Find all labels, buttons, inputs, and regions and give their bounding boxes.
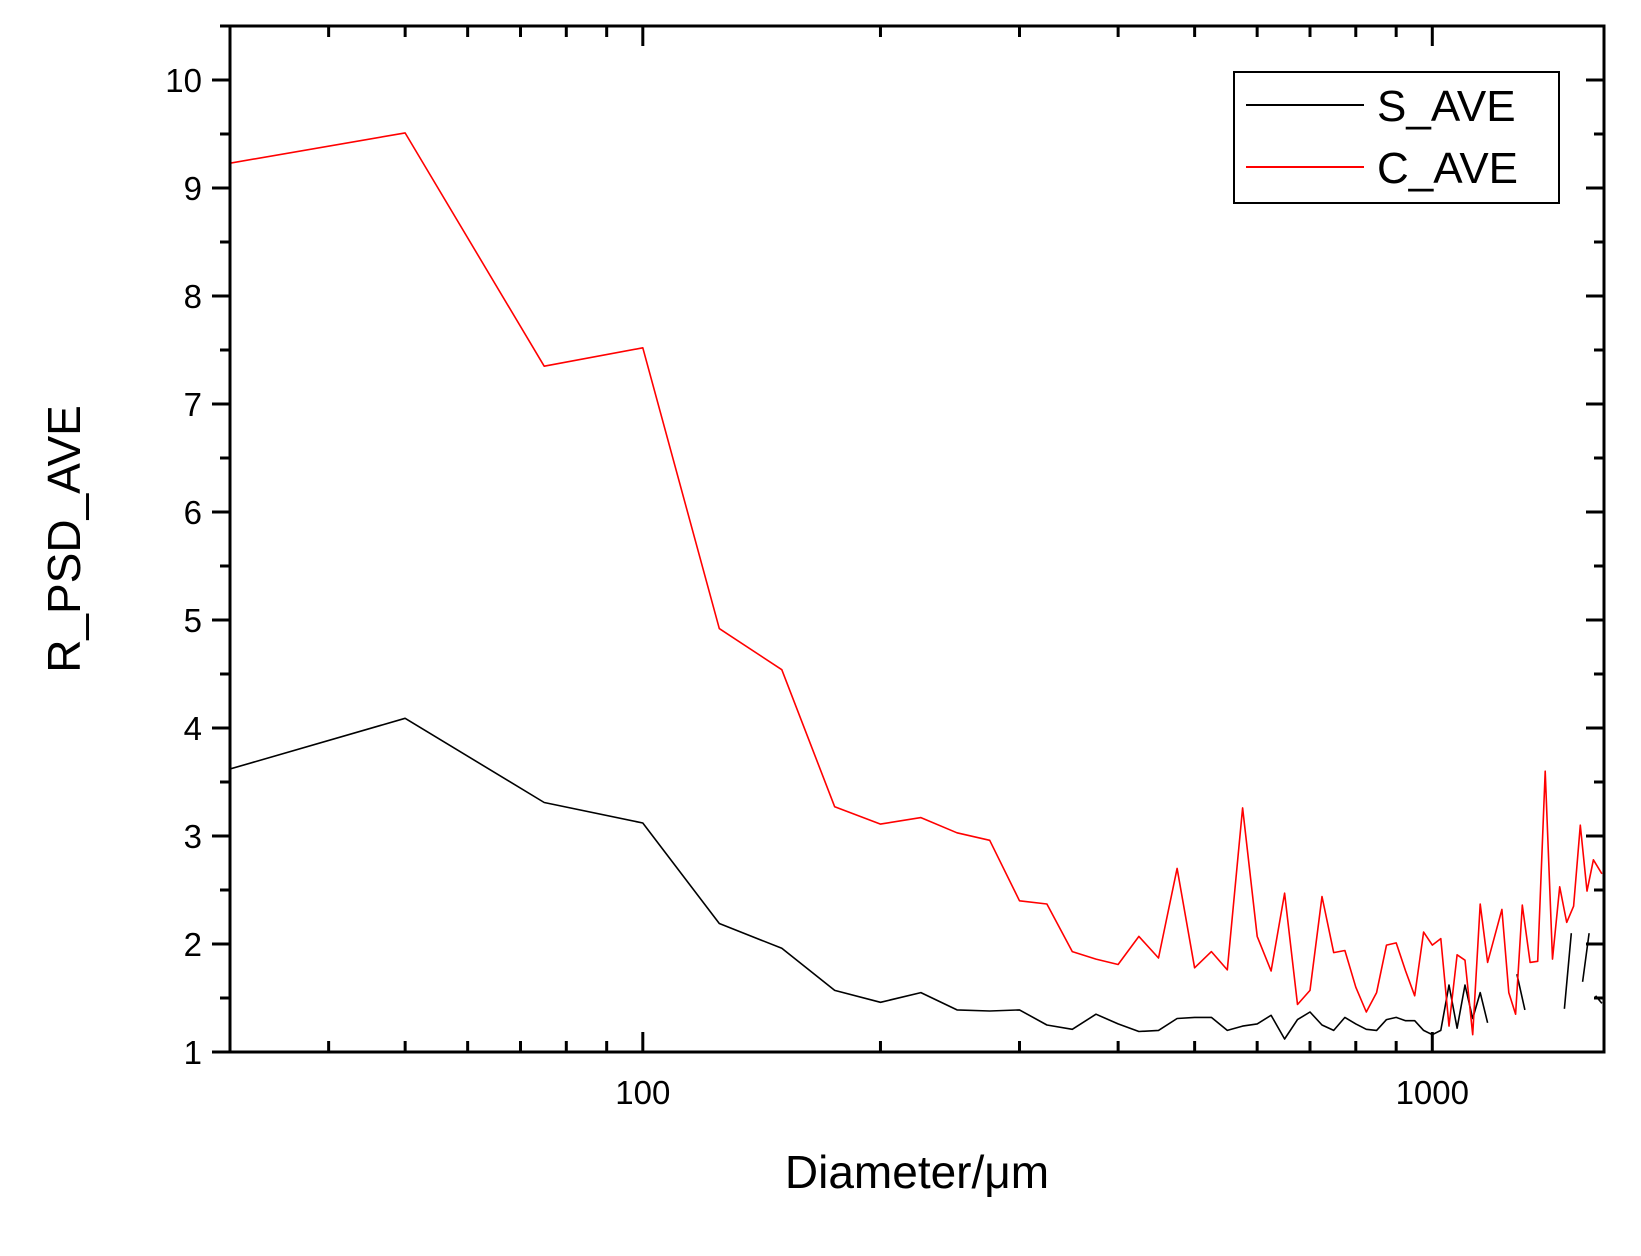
- y-tick-label: 6: [184, 494, 202, 531]
- y-axis-ticks: 1 2 3 4 5 6 7 8 9 10: [165, 24, 1604, 1071]
- legend-label-c-ave: C_AVE: [1377, 144, 1518, 193]
- y-tick-label: 5: [184, 602, 202, 639]
- y-tick-label: 2: [184, 926, 202, 963]
- y-tick-label: 1: [184, 1034, 202, 1071]
- y-tick-label: 7: [184, 386, 202, 423]
- series-line: [230, 132, 1603, 1036]
- y-tick-label: 8: [184, 278, 202, 315]
- legend-box: [1233, 71, 1560, 204]
- y-tick-label: 3: [184, 818, 202, 855]
- legend: S_AVE C_AVE: [1233, 71, 1560, 204]
- series-layer: [230, 132, 1603, 1040]
- series-c-ave: [230, 132, 1603, 1036]
- y-axis-title: R_PSD_AVE: [38, 405, 90, 673]
- x-axis-title: Diameter/μm: [785, 1146, 1049, 1198]
- y-tick-label: 10: [165, 62, 202, 99]
- x-axis-ticks: 100 1000: [228, 26, 1469, 1111]
- x-tick-label: 100: [615, 1074, 670, 1111]
- y-tick-label: 9: [184, 170, 202, 207]
- x-tick-label: 1000: [1396, 1074, 1469, 1111]
- legend-label-s-ave: S_AVE: [1377, 82, 1516, 131]
- series-s-ave: [230, 717, 1603, 1040]
- series-line: [230, 717, 1603, 1040]
- plot-frame: [228, 24, 1606, 1054]
- y-tick-label: 4: [184, 710, 202, 747]
